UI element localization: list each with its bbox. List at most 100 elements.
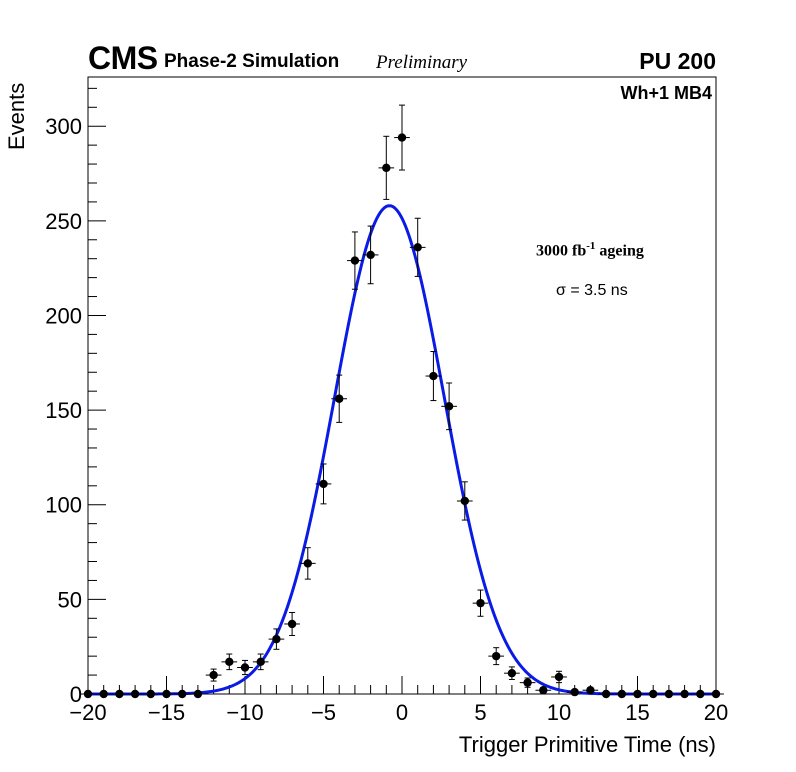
gaussian-fit	[88, 204, 716, 696]
data-marker	[115, 689, 124, 699]
data-marker	[601, 689, 611, 699]
x-tick-label: 20	[704, 700, 728, 725]
data-point	[95, 689, 112, 699]
data-point	[676, 689, 693, 699]
data-point	[582, 686, 599, 695]
x-tick-label: −10	[226, 700, 263, 725]
data-marker	[146, 689, 155, 699]
x-tick-label: 0	[396, 700, 408, 725]
data-marker	[130, 689, 140, 699]
data-point	[504, 666, 520, 680]
data-points	[80, 104, 724, 699]
y-tick-label: 0	[70, 682, 82, 707]
data-point	[456, 481, 473, 521]
data-marker	[460, 496, 469, 506]
data-point	[347, 231, 363, 290]
data-marker	[429, 371, 438, 381]
data-marker	[272, 634, 281, 644]
ageing-exponent: -1	[586, 240, 596, 252]
x-tick-label: 10	[547, 700, 571, 725]
data-marker	[649, 689, 658, 699]
ageing-prefix: 3000 fb	[536, 242, 587, 260]
data-marker	[696, 689, 705, 699]
data-marker	[507, 668, 517, 678]
data-marker	[476, 598, 485, 608]
x-tick-label: −5	[311, 700, 336, 725]
y-tick-label: 250	[45, 209, 82, 234]
y-tick-label: 100	[45, 493, 82, 518]
data-point	[598, 689, 614, 699]
data-point	[551, 670, 567, 684]
y-tick-label: 200	[45, 303, 82, 328]
data-marker	[256, 657, 265, 667]
x-axis-title: Trigger Primitive Time (ns)	[458, 732, 716, 757]
pileup-label: PU 200	[639, 48, 716, 74]
data-point	[661, 689, 677, 699]
data-marker	[382, 163, 391, 173]
sigma-label: σ = 3.5 ns	[556, 282, 628, 299]
data-marker	[633, 689, 642, 699]
data-marker	[350, 256, 360, 265]
data-marker	[711, 689, 721, 699]
data-point	[268, 628, 285, 650]
data-marker	[664, 689, 674, 699]
data-point	[190, 689, 206, 699]
data-marker	[209, 670, 218, 680]
data-point	[142, 689, 159, 699]
data-point	[472, 589, 489, 617]
data-point	[299, 547, 316, 580]
data-point	[409, 217, 426, 277]
y-tick-label: 300	[45, 114, 82, 139]
data-marker	[303, 559, 312, 568]
preliminary-label: Preliminary	[376, 52, 468, 73]
ageing-suffix: ageing	[595, 242, 644, 260]
simulation-label: Phase-2 Simulation	[164, 51, 340, 72]
data-marker	[319, 479, 328, 489]
data-marker	[335, 394, 344, 403]
data-point	[425, 351, 442, 402]
data-marker	[523, 678, 532, 687]
data-marker	[193, 689, 203, 699]
data-point	[331, 374, 348, 423]
data-point	[205, 668, 222, 682]
data-marker	[444, 402, 454, 411]
data-marker	[554, 672, 564, 682]
y-axis-title: Events	[4, 82, 29, 150]
data-point	[519, 677, 536, 688]
data-marker	[240, 663, 250, 672]
chamber-label: Wh+1 MB4	[620, 83, 712, 103]
experiment-label: CMS	[88, 40, 158, 76]
data-point	[441, 382, 457, 431]
fit-line	[88, 204, 716, 696]
x-tick-label: 15	[625, 700, 649, 725]
data-marker	[162, 689, 171, 699]
data-point	[127, 689, 143, 699]
data-point	[692, 689, 709, 699]
x-tick-label: −15	[148, 700, 185, 725]
data-marker	[570, 687, 579, 697]
data-marker	[539, 686, 548, 695]
data-marker	[680, 689, 689, 699]
data-point	[645, 689, 662, 699]
x-tick-label: 5	[474, 700, 486, 725]
data-marker	[492, 651, 501, 661]
y-tick-label: 50	[58, 587, 82, 612]
data-point	[80, 689, 96, 699]
data-point	[566, 687, 583, 697]
data-point	[315, 463, 332, 505]
data-point	[488, 647, 505, 666]
data-marker	[287, 619, 297, 629]
data-marker	[83, 689, 93, 699]
data-point	[284, 611, 300, 636]
data-point	[394, 104, 410, 171]
data-marker	[586, 686, 595, 695]
data-point	[252, 653, 269, 671]
x-tick-label: −20	[69, 700, 106, 725]
data-marker	[397, 133, 407, 142]
data-point	[629, 689, 646, 699]
data-point	[708, 689, 724, 699]
data-marker	[366, 250, 375, 260]
data-point	[174, 689, 191, 699]
